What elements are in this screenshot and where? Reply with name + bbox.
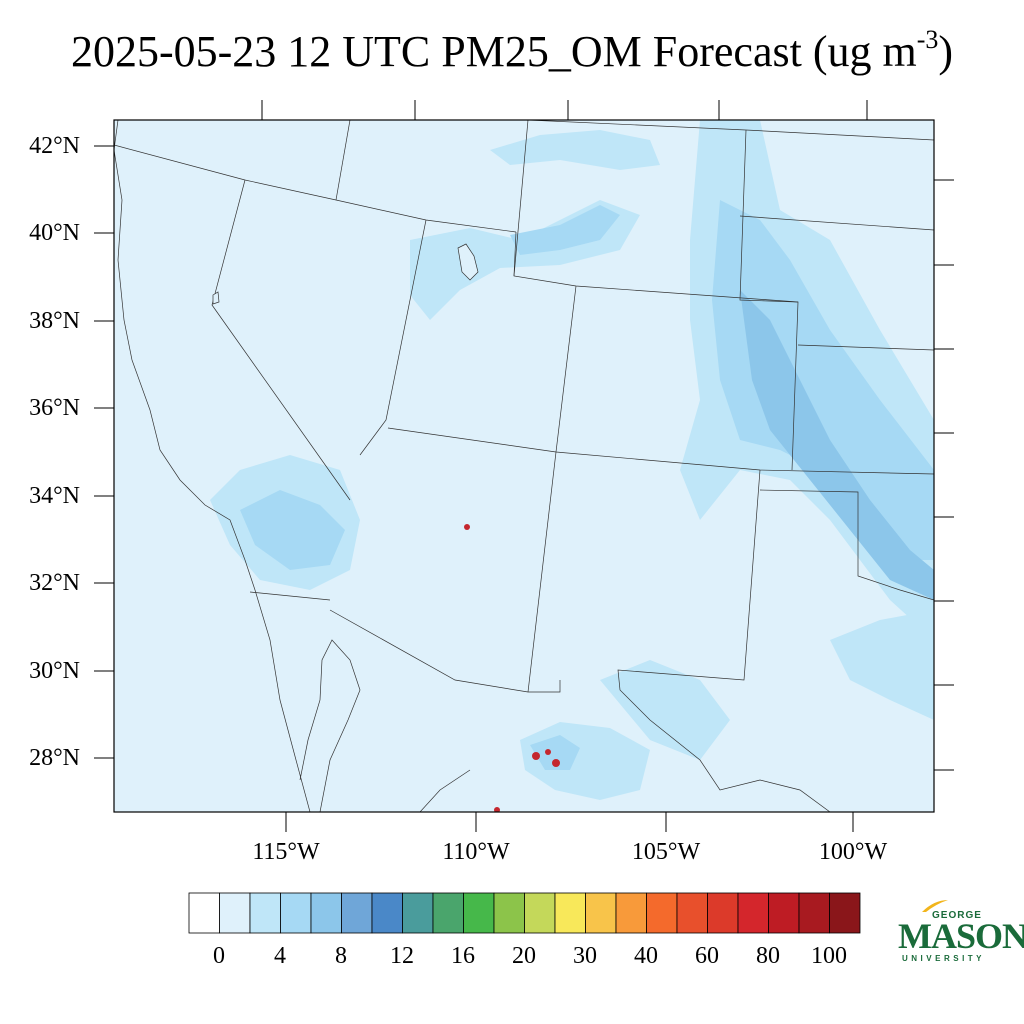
colorbar-swatch-4 (310, 892, 342, 934)
plains-plume-medium (712, 200, 934, 560)
colorbar-label-8: 8 (335, 943, 347, 969)
hotspot-mexico-3 (545, 749, 551, 755)
colorbar-label-4: 4 (274, 943, 286, 969)
colorbar-swatch-9 (463, 892, 495, 934)
wyoming-north-light (490, 130, 660, 170)
colorbar-swatch-3 (280, 892, 312, 934)
border-nv-ut (359, 219, 427, 456)
border-ca-mx (249, 591, 331, 601)
lake-tahoe (212, 291, 220, 305)
colorbar-swatch-5 (341, 892, 373, 934)
colorbar-swatch-11 (524, 892, 556, 934)
colorbar-swatch-8 (432, 892, 464, 934)
lon-label-100: 100°W (818, 839, 888, 865)
colorbar-label-100: 100 (811, 943, 847, 969)
border-sd-ne (745, 129, 934, 141)
border-id-wy (335, 120, 351, 201)
lat-label-36: 36°N (29, 395, 80, 421)
hotspot-mexico-4 (494, 807, 500, 812)
hotspot-mexico-1 (532, 752, 540, 760)
lon-label-105: 105°W (631, 839, 701, 865)
hotspot-mexico-2 (552, 759, 560, 767)
texas-southwest-light (600, 660, 730, 760)
texas-east-light (830, 610, 934, 720)
colorbar-swatch-12 (554, 892, 586, 934)
title-close: ) (938, 27, 954, 76)
colorbar (188, 892, 861, 934)
chart-title: 2025-05-23 12 UTC PM25_OM Forecast (ug m… (0, 22, 1024, 82)
colorbar-label-40: 40 (634, 943, 658, 969)
wyoming-medium (510, 205, 620, 255)
colorbar-label-60: 60 (695, 943, 719, 969)
coastline (114, 120, 311, 812)
border-ut-az (387, 427, 934, 475)
boundaries (114, 120, 934, 812)
lat-label-38: 38°N (29, 308, 80, 334)
border-wy-ne (739, 129, 799, 471)
gmu-logo: GEORGE MASON UNIVERSITY (898, 898, 1024, 970)
border-az-mx (329, 609, 561, 693)
colorbar-label-20: 20 (512, 943, 536, 969)
lat-label-32: 32°N (29, 570, 80, 596)
mexico-coast-east (419, 769, 471, 812)
colorbar-swatch-21 (829, 892, 861, 934)
colorbar-label-0: 0 (213, 943, 225, 969)
colorbar-swatch-14 (615, 892, 647, 934)
colorbar-label-12: 12 (390, 943, 414, 969)
border-ne-ks (739, 215, 934, 231)
border-nm-tx (617, 469, 831, 812)
colorbar-swatch-15 (646, 892, 678, 934)
colorbar-label-80: 80 (756, 943, 780, 969)
logo-swoosh-icon (922, 900, 948, 912)
lat-label-28: 28°N (29, 745, 80, 771)
colorbar-swatch-13 (585, 892, 617, 934)
colorbar-swatch-6 (371, 892, 403, 934)
colorbar-swatch-10 (493, 892, 525, 934)
lon-label-110: 110°W (442, 839, 510, 865)
colorbar-swatch-19 (768, 892, 800, 934)
plains-plume-strong (740, 290, 934, 600)
socal-medium (240, 490, 345, 570)
logo-line3: UNIVERSITY (902, 954, 986, 963)
title-main: 2025-05-23 12 UTC PM25_OM Forecast (ug m (70, 27, 917, 76)
chihuahua-medium (530, 735, 580, 770)
map-ticks (94, 100, 954, 832)
colorbar-swatch-2 (249, 892, 281, 934)
great-salt-lake (457, 243, 479, 281)
colorbar-label-16: 16 (451, 943, 475, 969)
map-frame (113, 119, 935, 813)
title-superscript: -3 (916, 25, 939, 54)
hotspot-arizona (464, 524, 470, 530)
lat-label-40: 40°N (29, 220, 80, 246)
logo-line1: GEORGE (932, 910, 982, 921)
border-ks-ok (797, 344, 934, 351)
colorbar-swatch-1 (219, 892, 251, 934)
colorbar-swatch-20 (798, 892, 830, 934)
lat-label-34: 34°N (29, 483, 80, 509)
logo-line2: MASON (898, 916, 1024, 956)
lat-label-30: 30°N (29, 658, 80, 684)
colorbar-swatch-18 (737, 892, 769, 934)
colorbar-swatch-17 (707, 892, 739, 934)
colorbar-label-30: 30 (573, 943, 597, 969)
colorbar-swatch-0 (188, 892, 220, 934)
border-tx-ok (759, 489, 934, 601)
colorbar-swatch-7 (402, 892, 434, 934)
border-nv-ca (211, 179, 351, 501)
border-nd-mn (527, 120, 747, 131)
lat-label-42: 42°N (29, 133, 80, 159)
concentration-layer (210, 120, 934, 812)
border-co-nm (527, 285, 577, 693)
colorbar-swatch-16 (676, 892, 708, 934)
lon-label-115: 115°W (252, 839, 320, 865)
gulf-of-california (299, 639, 361, 812)
border-ut-co (513, 231, 799, 303)
border-wy (513, 120, 529, 277)
